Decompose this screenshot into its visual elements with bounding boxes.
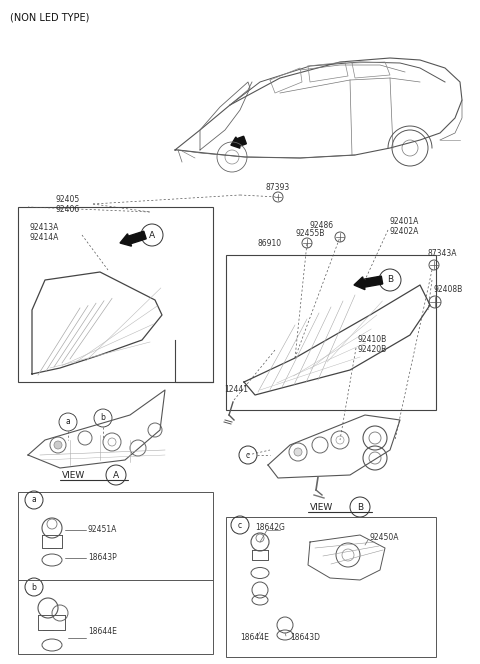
- Text: 18644E: 18644E: [88, 627, 117, 637]
- Text: B: B: [357, 503, 363, 511]
- Text: A: A: [149, 230, 155, 240]
- Text: 92401A: 92401A: [390, 218, 420, 226]
- Bar: [226, 255, 436, 410]
- Text: 92413A: 92413A: [30, 224, 60, 232]
- Text: 18643D: 18643D: [290, 633, 320, 643]
- Circle shape: [54, 441, 62, 449]
- Text: 92410B: 92410B: [358, 335, 387, 345]
- Text: 92405: 92405: [56, 195, 80, 203]
- Bar: [18, 492, 213, 654]
- Text: 92455B: 92455B: [296, 230, 325, 238]
- Text: A: A: [113, 471, 119, 479]
- Text: 18644E: 18644E: [240, 633, 269, 643]
- Text: VIEW: VIEW: [310, 503, 333, 511]
- Text: 87343A: 87343A: [428, 250, 457, 258]
- Text: 18643P: 18643P: [88, 554, 117, 562]
- Bar: [18, 207, 213, 382]
- Text: VIEW: VIEW: [62, 471, 85, 479]
- Text: 92414A: 92414A: [30, 234, 60, 242]
- Text: 12441: 12441: [224, 386, 248, 394]
- Text: 87393: 87393: [266, 183, 290, 193]
- Text: 92450A: 92450A: [370, 533, 399, 542]
- FancyArrow shape: [231, 136, 246, 148]
- FancyArrow shape: [120, 231, 146, 246]
- Text: b: b: [32, 582, 36, 592]
- Text: 86910: 86910: [258, 238, 282, 248]
- Circle shape: [294, 448, 302, 456]
- Text: B: B: [387, 276, 393, 284]
- Text: 92406: 92406: [56, 205, 80, 214]
- Text: c: c: [238, 521, 242, 529]
- Text: 92420B: 92420B: [358, 345, 387, 355]
- Text: 92451A: 92451A: [88, 525, 118, 535]
- FancyArrow shape: [354, 276, 383, 290]
- Text: c: c: [246, 450, 250, 459]
- Text: a: a: [32, 495, 36, 505]
- Text: 92402A: 92402A: [390, 228, 420, 236]
- Text: a: a: [66, 418, 71, 426]
- Text: (NON LED TYPE): (NON LED TYPE): [10, 13, 89, 23]
- Text: 92408B: 92408B: [433, 286, 462, 295]
- Bar: [226, 517, 436, 657]
- Text: 18642G: 18642G: [255, 523, 285, 533]
- Text: b: b: [101, 414, 106, 422]
- Text: 92486: 92486: [310, 220, 334, 230]
